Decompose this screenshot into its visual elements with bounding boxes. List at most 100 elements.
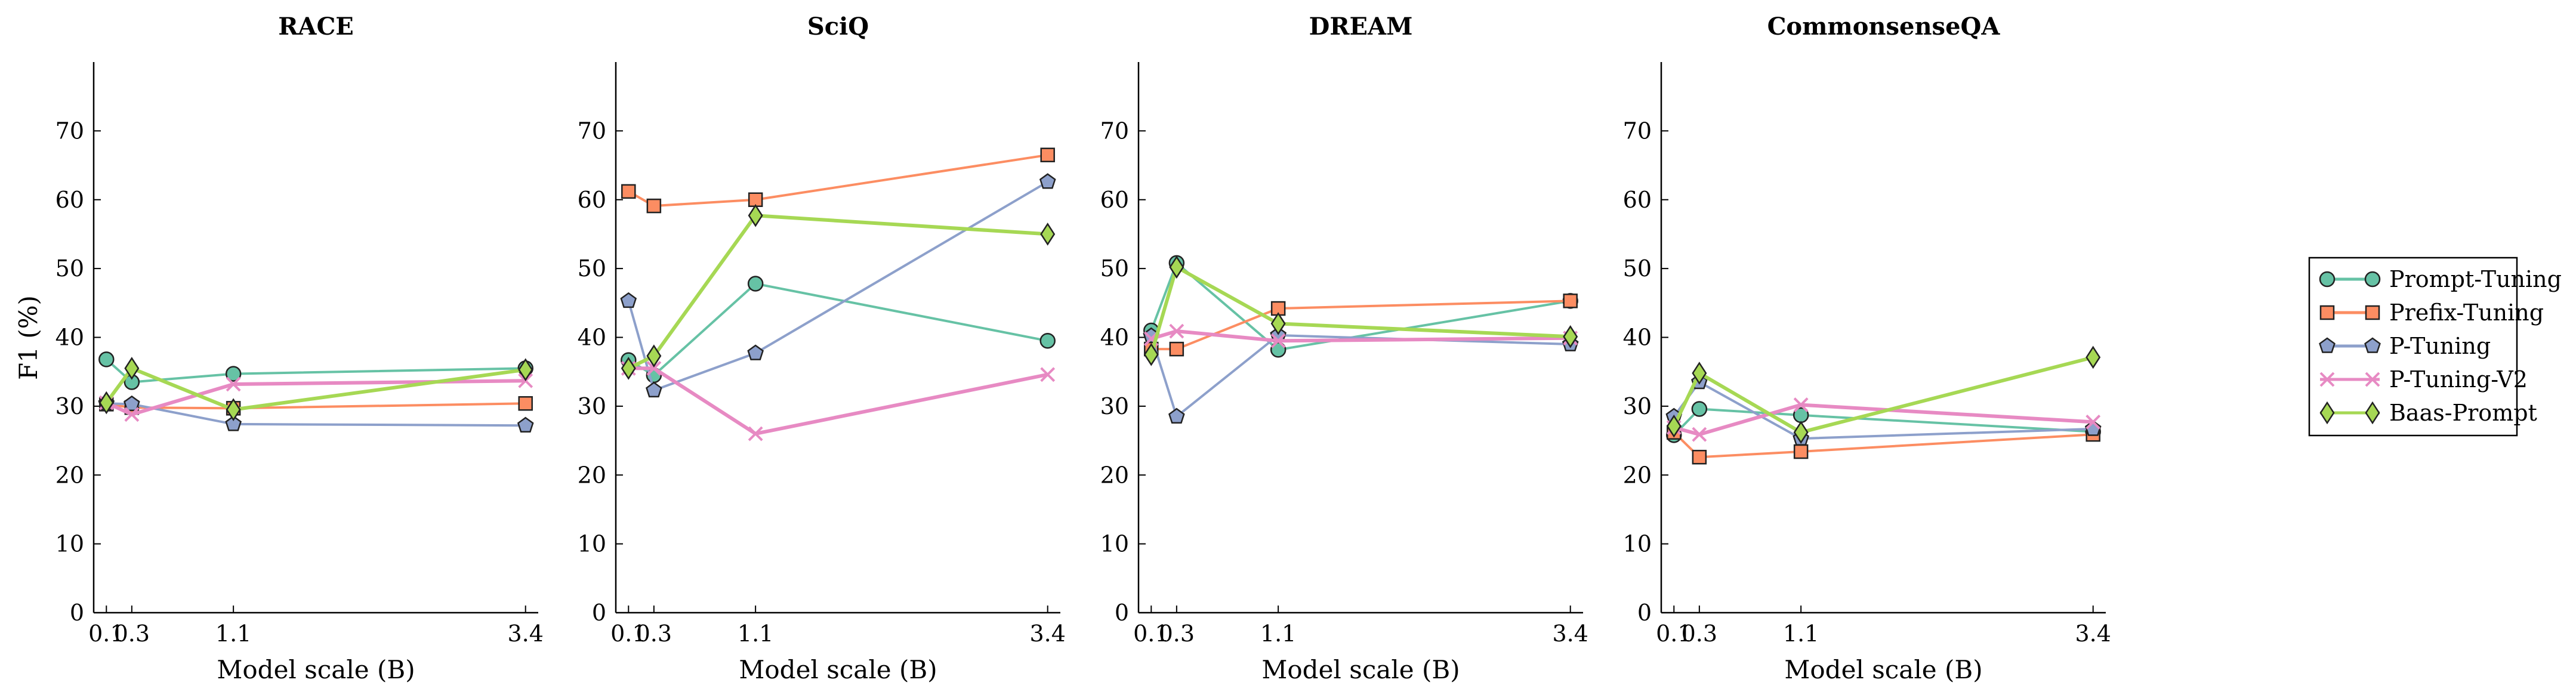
panel-title-race: RACE (278, 13, 354, 41)
series-baas-prompt (621, 203, 1056, 380)
x-tick-label: 0.3 (636, 620, 672, 647)
legend-entry-p-tuning: P-Tuning (2319, 333, 2491, 359)
series-line-p-tuning-v2 (1673, 403, 2093, 437)
legend-label: P-Tuning-V2 (2389, 366, 2528, 393)
series-line-prompt-tuning (1673, 407, 2093, 436)
legend-label: Baas-Prompt (2389, 400, 2537, 426)
point-p-tuning-v2 (2086, 414, 2101, 430)
y-tick-label: 0 (592, 600, 606, 626)
x-tick-label: 0.1 (1656, 620, 1692, 647)
x-axis-label: Model scale (B) (1784, 655, 1982, 684)
legend-marker (2319, 271, 2336, 288)
y-tick-label: 70 (1623, 118, 1652, 144)
panel-title-dream: DREAM (1309, 13, 1413, 41)
y-tick-label: 70 (55, 118, 84, 144)
point-baas-prompt (1169, 255, 1184, 279)
y-tick-label: 40 (1100, 325, 1129, 351)
point-p-tuning (646, 381, 662, 398)
legend-entry-baas-prompt: Baas-Prompt (2319, 400, 2537, 426)
series-baas-prompt (98, 357, 533, 421)
point-prompt-tuning (225, 366, 242, 382)
point-p-tuning-v2 (1270, 333, 1286, 348)
y-tick-label: 50 (1623, 255, 1652, 282)
legend-entry-prompt-tuning: Prompt-Tuning (2319, 266, 2562, 292)
y-tick-label: 30 (55, 393, 84, 419)
series-line-p-tuning (106, 402, 526, 427)
legend-marker (2365, 305, 2380, 320)
point-baas-prompt (2086, 345, 2101, 369)
x-tick-label: 0.3 (1159, 620, 1195, 647)
y-tick-label: 70 (578, 118, 606, 144)
series-line-p-tuning-v2 (1150, 329, 1571, 343)
point-prefix-tuning (621, 184, 636, 199)
legend-marker (2319, 337, 2336, 353)
panel-title-commonsenseqa: CommonsenseQA (1767, 13, 2001, 41)
legend-label: Prefix-Tuning (2389, 299, 2544, 326)
x-tick-label: 1.1 (1260, 620, 1296, 647)
y-tick-label: 0 (70, 600, 84, 626)
legend-marker (2319, 372, 2335, 387)
series-p-tuning-v2 (1666, 397, 2101, 442)
point-baas-prompt (124, 357, 140, 380)
panel-title-sciq: SciQ (807, 13, 869, 41)
point-baas-prompt (1692, 362, 1707, 385)
point-prompt-tuning (1691, 401, 1708, 417)
y-tick-label: 60 (55, 187, 84, 213)
series-line-baas-prompt (104, 366, 526, 412)
x-tick-label: 0.1 (1133, 620, 1169, 647)
y-tick-label: 0 (1115, 600, 1129, 626)
x-axis-label: Model scale (B) (739, 655, 937, 684)
point-prefix-tuning (1692, 450, 1707, 465)
y-tick-label: 30 (1100, 393, 1129, 419)
series-line-p-tuning (627, 181, 1048, 392)
point-baas-prompt (646, 344, 662, 367)
legend-label: Prompt-Tuning (2389, 266, 2562, 292)
y-tick-label: 10 (1100, 531, 1129, 557)
point-prefix-tuning (518, 396, 533, 411)
point-p-tuning (1039, 173, 1056, 189)
x-tick-label: 1.1 (1783, 620, 1819, 647)
point-p-tuning-v2 (1169, 323, 1184, 339)
legend-label: P-Tuning (2389, 333, 2491, 359)
series-p-tuning (620, 173, 1056, 398)
panel-commonsenseqa: CommonsenseQA 0 10 20 30 40 50 60 70 0.10.3 1.1 3.4… (1623, 13, 2111, 684)
y-tick-label: 30 (578, 393, 606, 419)
y-tick-label: 50 (1100, 255, 1129, 282)
series-line-prompt-tuning (1150, 261, 1571, 351)
series-prefix-tuning (621, 147, 1055, 214)
series-line-prefix-tuning (1151, 299, 1571, 351)
x-tick-label: 0.1 (610, 620, 646, 647)
series-baas-prompt (1143, 255, 1578, 366)
x-tick-label: 3.4 (507, 620, 543, 647)
series-line-prefix-tuning (1673, 431, 2093, 459)
panel-dream: DREAM 0 10 20 30 40 50 60 70 0.10.3 1.1 3.4 Model sc… (1100, 13, 1588, 684)
legend-marker (2319, 401, 2335, 425)
point-p-tuning (225, 415, 242, 431)
legend-marker (2364, 271, 2381, 288)
point-p-tuning-v2 (1793, 397, 1809, 412)
x-tick-label: 0.3 (114, 620, 150, 647)
y-tick-label: 10 (578, 531, 606, 557)
y-tick-label: 30 (1623, 393, 1652, 419)
series-line-baas-prompt (1672, 356, 2094, 434)
legend-marker (2365, 372, 2380, 387)
point-p-tuning-v2 (1692, 427, 1707, 442)
series-line-p-tuning-v2 (628, 366, 1048, 436)
series-prefix-tuning (1144, 294, 1578, 357)
y-axis-label: F1 (%) (14, 295, 43, 380)
point-prefix-tuning (1793, 444, 1809, 459)
y-tick-label: 50 (578, 255, 606, 282)
y-tick-label: 60 (1623, 187, 1652, 213)
legend-marker (2365, 401, 2380, 425)
y-tick-label: 40 (1623, 325, 1652, 351)
x-tick-label: 3.4 (1029, 620, 1065, 647)
series-line-p-tuning (1150, 334, 1571, 418)
point-prompt-tuning (747, 276, 764, 292)
point-p-tuning (620, 292, 637, 308)
point-baas-prompt (98, 391, 114, 415)
point-baas-prompt (748, 203, 763, 227)
series-line-p-tuning-v2 (106, 379, 526, 416)
point-p-tuning-v2 (124, 407, 140, 422)
